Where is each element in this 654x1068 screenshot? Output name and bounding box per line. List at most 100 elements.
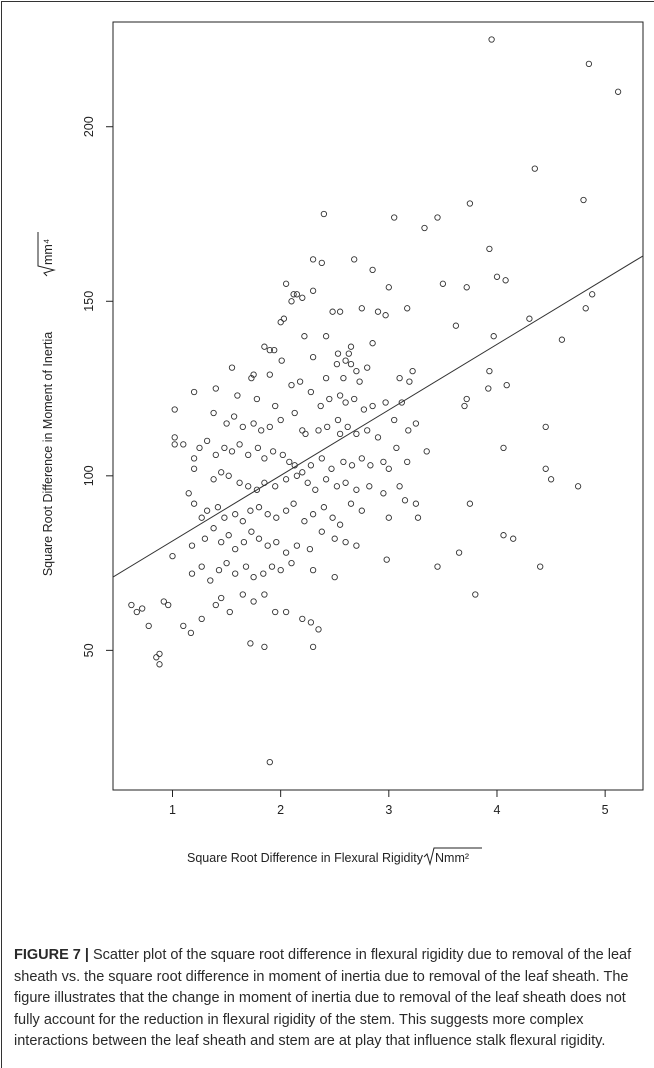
x-tick-label: 3 [385,803,392,817]
data-point [461,402,468,410]
data-point [318,259,325,267]
data-point [322,476,330,483]
data-point [250,420,257,427]
data-point [264,511,271,518]
data-point [266,758,273,766]
data-point [342,357,349,364]
data-point [196,444,203,452]
data-point [171,434,178,441]
data-point [212,385,219,392]
data-point [236,479,243,486]
data-point [165,601,172,609]
data-point [299,294,306,301]
data-point [288,559,295,567]
data-point [334,416,342,424]
data-point [218,594,225,602]
y-axis-unit-radical: mm⁴ [37,232,56,277]
data-point [223,559,230,567]
data-point [282,280,290,287]
data-point [221,444,228,452]
figure-caption-label: FIGURE 7 | [14,947,89,963]
data-point [309,256,317,263]
data-point [230,413,238,420]
data-point [404,458,411,466]
data-point [190,500,198,507]
data-point [293,472,301,479]
data-point [212,451,219,459]
data-point [201,535,209,542]
data-point [139,605,146,612]
data-point [503,381,510,389]
data-point [309,287,317,294]
data-point [382,312,389,319]
data-point [531,165,538,172]
x-tick-label: 5 [602,803,609,817]
data-point [239,518,246,525]
data-point [198,514,205,521]
data-point [537,563,544,570]
data-point [282,507,290,514]
data-point [396,374,403,382]
data-point [245,451,252,459]
data-point [304,479,311,486]
data-point [364,427,371,434]
data-point [466,200,474,207]
data-point [358,455,365,462]
y-tick-label: 50 [82,643,96,657]
data-point [466,500,474,507]
data-point [239,591,246,598]
data-point [210,476,217,483]
data-point [333,360,341,368]
data-point [301,333,308,340]
data-point [510,535,517,542]
data-point [320,504,328,511]
data-point [351,395,358,403]
data-point [307,619,315,626]
data-point [255,535,263,542]
data-point [329,308,336,315]
data-point [169,552,176,560]
data-point [434,563,441,570]
data-point [190,465,198,472]
data-point [261,643,268,651]
data-point [351,256,358,263]
data-point [228,448,236,455]
data-point [210,409,217,417]
data-point [239,423,246,431]
data-point [353,486,360,493]
data-point [171,441,178,448]
data-point [272,483,279,490]
data-point [488,36,495,43]
data-point [385,514,392,521]
data-point [301,518,308,525]
data-point [232,545,239,553]
data-point [171,406,178,413]
data-point [369,402,376,410]
data-point [307,388,315,396]
data-point [188,570,196,577]
data-point [185,490,192,497]
data-point [236,441,243,448]
y-axis-unit: mm⁴ [41,239,55,265]
figure-caption: FIGURE 7 | Scatter plot of the square ro… [14,945,644,1053]
data-point [309,511,317,518]
data-point [542,465,549,472]
data-point [312,486,319,493]
data-point [336,521,344,528]
data-point [336,392,344,399]
data-point [271,346,278,354]
data-point [500,444,507,452]
data-point [203,507,211,514]
x-axis-unit: Nmm² [435,851,469,865]
data-point [333,483,341,490]
data-point [272,402,279,410]
data-point [434,214,441,221]
data-point [423,448,430,455]
y-tick-label: 150 [82,291,96,312]
data-point [299,427,306,434]
data-point [290,291,297,298]
data-point [614,88,622,95]
data-point [156,661,163,668]
data-point [409,367,416,375]
data-point [180,622,187,630]
